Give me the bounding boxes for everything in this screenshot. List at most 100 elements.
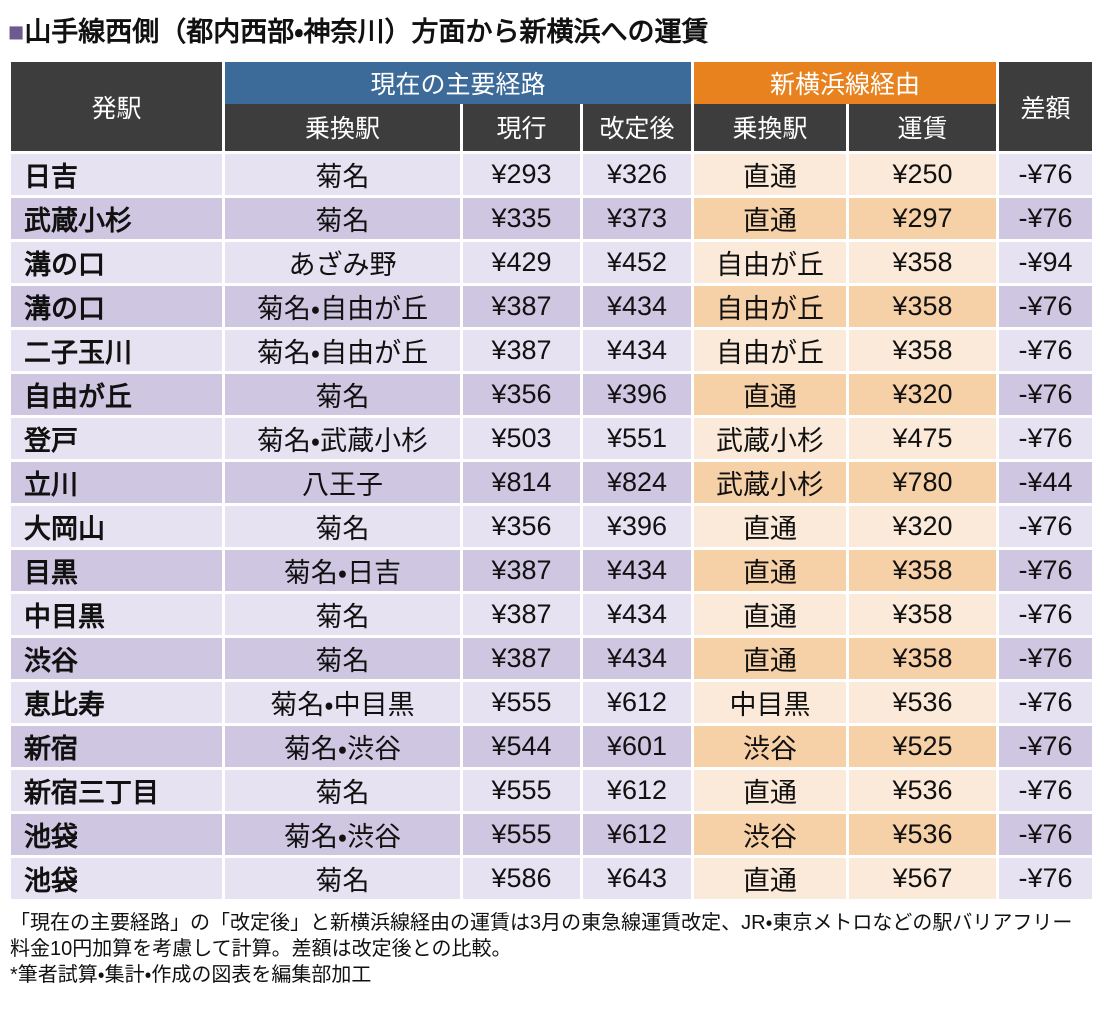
- cell-difference: -¥76: [996, 811, 1096, 858]
- cell-revised-fare: ¥326: [579, 151, 695, 198]
- cell-current-fare: ¥555: [460, 767, 583, 814]
- fare-table-body: 日吉 菊名 ¥293 ¥326 直通 ¥250 -¥76 武蔵小杉 菊名 ¥335 ¥373 直通 ¥2…: [8, 151, 1096, 902]
- table-row: 二子玉川 菊名・自由が丘 ¥387 ¥434 自由が丘 ¥358 -¥76: [8, 327, 1096, 374]
- cell-fare-shinyoko: ¥358: [846, 239, 1000, 286]
- cell-revised-fare: ¥434: [579, 547, 695, 594]
- cell-transfer-shinyoko: 直通: [691, 151, 850, 198]
- table-row: 日吉 菊名 ¥293 ¥326 直通 ¥250 -¥76: [8, 151, 1096, 198]
- col-header-transfer-current: 乗換駅: [222, 103, 463, 154]
- cell-fare-shinyoko: ¥358: [846, 327, 1000, 374]
- cell-transfer-current: 菊名・渋谷: [222, 723, 463, 770]
- cell-difference: -¥76: [996, 503, 1096, 550]
- cell-fare-shinyoko: ¥525: [846, 723, 1000, 770]
- cell-fare-shinyoko: ¥358: [846, 635, 1000, 682]
- page-title-text: 山手線西側（都内西部・神奈川）方面から新横浜への運賃: [24, 17, 709, 47]
- table-row: 池袋 菊名 ¥586 ¥643 直通 ¥567 -¥76: [8, 855, 1096, 902]
- fare-table: 発駅 現在の主要経路 新横浜線経由 差額 乗換駅 現行 改定後 乗換駅 運賃 日…: [8, 59, 1096, 902]
- table-row: 恵比寿 菊名・中目黒 ¥555 ¥612 中目黒 ¥536 -¥76: [8, 679, 1096, 726]
- cell-revised-fare: ¥824: [579, 459, 695, 506]
- cell-difference: -¥76: [996, 547, 1096, 594]
- col-header-current-fare: 現行: [460, 103, 583, 154]
- cell-difference: -¥94: [996, 239, 1096, 286]
- cell-departure-station: 新宿三丁目: [8, 767, 225, 814]
- cell-revised-fare: ¥396: [579, 503, 695, 550]
- cell-transfer-shinyoko: 直通: [691, 855, 850, 902]
- cell-transfer-current: 菊名: [222, 591, 463, 638]
- cell-difference: -¥76: [996, 723, 1096, 770]
- title-square-icon: ■: [8, 17, 25, 47]
- cell-transfer-current: 菊名: [222, 371, 463, 418]
- cell-difference: -¥76: [996, 195, 1096, 242]
- cell-transfer-current: 菊名・中目黒: [222, 679, 463, 726]
- table-row: 溝の口 菊名・自由が丘 ¥387 ¥434 自由が丘 ¥358 -¥76: [8, 283, 1096, 330]
- table-row: 目黒 菊名・日吉 ¥387 ¥434 直通 ¥358 -¥76: [8, 547, 1096, 594]
- col-header-transfer-shinyoko: 乗換駅: [691, 103, 850, 154]
- table-row: 大岡山 菊名 ¥356 ¥396 直通 ¥320 -¥76: [8, 503, 1096, 550]
- cell-transfer-shinyoko: 直通: [691, 195, 850, 242]
- table-row: 中目黒 菊名 ¥387 ¥434 直通 ¥358 -¥76: [8, 591, 1096, 638]
- cell-current-fare: ¥429: [460, 239, 583, 286]
- table-row: 登戸 菊名・武蔵小杉 ¥503 ¥551 武蔵小杉 ¥475 -¥76: [8, 415, 1096, 462]
- cell-difference: -¥44: [996, 459, 1096, 506]
- cell-fare-shinyoko: ¥320: [846, 503, 1000, 550]
- cell-departure-station: 二子玉川: [8, 327, 225, 374]
- cell-revised-fare: ¥434: [579, 327, 695, 374]
- group-header-current-route: 現在の主要経路: [221, 59, 695, 104]
- cell-transfer-shinyoko: 自由が丘: [691, 283, 850, 330]
- cell-revised-fare: ¥373: [579, 195, 695, 242]
- cell-transfer-current: 菊名・渋谷: [222, 811, 463, 858]
- table-row: 渋谷 菊名 ¥387 ¥434 直通 ¥358 -¥76: [8, 635, 1096, 682]
- cell-transfer-shinyoko: 武蔵小杉: [691, 459, 850, 506]
- cell-difference: -¥76: [996, 327, 1096, 374]
- cell-fare-shinyoko: ¥297: [846, 195, 1000, 242]
- footnote-calculation: 「現在の主要経路」の「改定後」と新横浜線経由の運賃は3月の東急線運賃改定、JR・…: [10, 912, 1073, 960]
- col-header-revised-fare: 改定後: [579, 103, 695, 154]
- table-row: 新宿 菊名・渋谷 ¥544 ¥601 渋谷 ¥525 -¥76: [8, 723, 1096, 770]
- cell-transfer-shinyoko: 中目黒: [691, 679, 850, 726]
- cell-transfer-current: あざみ野: [222, 239, 463, 286]
- cell-departure-station: 恵比寿: [8, 679, 225, 726]
- cell-revised-fare: ¥612: [579, 811, 695, 858]
- cell-current-fare: ¥387: [460, 283, 583, 330]
- cell-transfer-shinyoko: 直通: [691, 371, 850, 418]
- cell-transfer-current: 菊名・武蔵小杉: [222, 415, 463, 462]
- cell-departure-station: 溝の口: [8, 239, 225, 286]
- header-group-row: 発駅 現在の主要経路 新横浜線経由 差額: [8, 59, 1096, 154]
- cell-departure-station: 武蔵小杉: [8, 195, 225, 242]
- cell-current-fare: ¥387: [460, 635, 583, 682]
- cell-transfer-current: 菊名・自由が丘: [222, 283, 463, 330]
- cell-revised-fare: ¥612: [579, 679, 695, 726]
- cell-current-fare: ¥293: [460, 151, 583, 198]
- cell-current-fare: ¥814: [460, 459, 583, 506]
- cell-departure-station: 池袋: [8, 811, 225, 858]
- cell-transfer-current: 菊名: [222, 767, 463, 814]
- table-row: 自由が丘 菊名 ¥356 ¥396 直通 ¥320 -¥76: [8, 371, 1096, 418]
- cell-difference: -¥76: [996, 679, 1096, 726]
- footnote-source: *筆者試算・集計・作成の図表を編集部加工: [10, 964, 372, 986]
- page-title: ■山手線西側（都内西部・神奈川）方面から新横浜への運賃: [8, 10, 1092, 49]
- footnotes: 「現在の主要経路」の「改定後」と新横浜線経由の運賃は3月の東急線運賃改定、JR・…: [10, 910, 1090, 988]
- cell-transfer-shinyoko: 自由が丘: [691, 327, 850, 374]
- cell-difference: -¥76: [996, 591, 1096, 638]
- cell-departure-station: 中目黒: [8, 591, 225, 638]
- cell-departure-station: 自由が丘: [8, 371, 225, 418]
- cell-current-fare: ¥356: [460, 371, 583, 418]
- cell-fare-shinyoko: ¥320: [846, 371, 1000, 418]
- fare-table-header: 発駅 現在の主要経路 新横浜線経由 差額 乗換駅 現行 改定後 乗換駅 運賃: [8, 59, 1096, 154]
- cell-transfer-current: 八王子: [222, 459, 463, 506]
- cell-transfer-shinyoko: 自由が丘: [691, 239, 850, 286]
- cell-transfer-shinyoko: 武蔵小杉: [691, 415, 850, 462]
- page: ■山手線西側（都内西部・神奈川）方面から新横浜への運賃 発駅 現在の主要経路 新…: [8, 10, 1096, 988]
- cell-revised-fare: ¥434: [579, 635, 695, 682]
- cell-current-fare: ¥544: [460, 723, 583, 770]
- cell-fare-shinyoko: ¥536: [846, 767, 1000, 814]
- cell-revised-fare: ¥452: [579, 239, 695, 286]
- cell-departure-station: 溝の口: [8, 283, 225, 330]
- cell-difference: -¥76: [996, 855, 1096, 902]
- cell-transfer-current: 菊名: [222, 855, 463, 902]
- cell-transfer-shinyoko: 渋谷: [691, 811, 850, 858]
- table-row: 武蔵小杉 菊名 ¥335 ¥373 直通 ¥297 -¥76: [8, 195, 1096, 242]
- cell-fare-shinyoko: ¥250: [846, 151, 1000, 198]
- cell-transfer-shinyoko: 直通: [691, 547, 850, 594]
- cell-fare-shinyoko: ¥358: [846, 547, 1000, 594]
